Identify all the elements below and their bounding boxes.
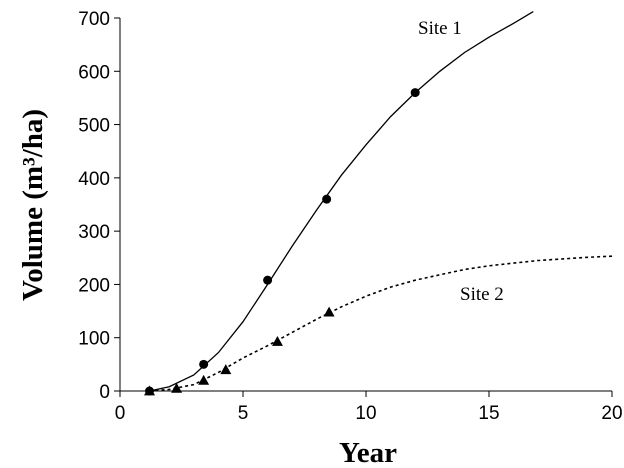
series-label-site-2: Site 2: [460, 284, 504, 305]
x-tick-label: 0: [115, 403, 126, 424]
data-point-site-1: [410, 88, 420, 98]
x-axis-title: Year: [339, 437, 397, 468]
axes: [119, 18, 612, 392]
series-label-site-1: Site 1: [418, 18, 462, 39]
data-point-site-1: [263, 275, 273, 285]
series-line-site-1: [149, 11, 534, 392]
data-point-site-1: [322, 194, 332, 204]
x-tick-label: 20: [601, 403, 622, 424]
data-point-site-1: [199, 359, 209, 369]
series-line-site-2: [149, 255, 613, 392]
y-axis-title: Volume (m³/ha): [17, 109, 49, 301]
x-tick-label: 5: [238, 403, 249, 424]
data-point-site-2: [171, 382, 183, 393]
data-point-site-2: [220, 364, 232, 375]
data-point-site-2: [198, 374, 210, 385]
x-tick-label: 10: [355, 403, 376, 424]
y-tick-label: 700: [78, 9, 110, 30]
ticks: 0 100 200 300 400 500 600 700 0 5 10 15 20: [78, 9, 622, 424]
y-tick-label: 100: [78, 329, 110, 350]
series-lines: [149, 11, 613, 392]
data-point-site-2: [144, 385, 156, 396]
data-point-site-2: [271, 335, 283, 346]
y-tick-label: 200: [78, 275, 110, 296]
y-tick-label: 400: [78, 169, 110, 190]
y-tick-label: 500: [78, 116, 110, 137]
x-tick-label: 15: [478, 403, 499, 424]
y-tick-label: 600: [78, 62, 110, 83]
y-tick-label: 300: [78, 222, 110, 243]
y-tick-label: 0: [99, 382, 110, 403]
series-markers: [144, 88, 420, 396]
data-point-site-2: [323, 306, 335, 317]
